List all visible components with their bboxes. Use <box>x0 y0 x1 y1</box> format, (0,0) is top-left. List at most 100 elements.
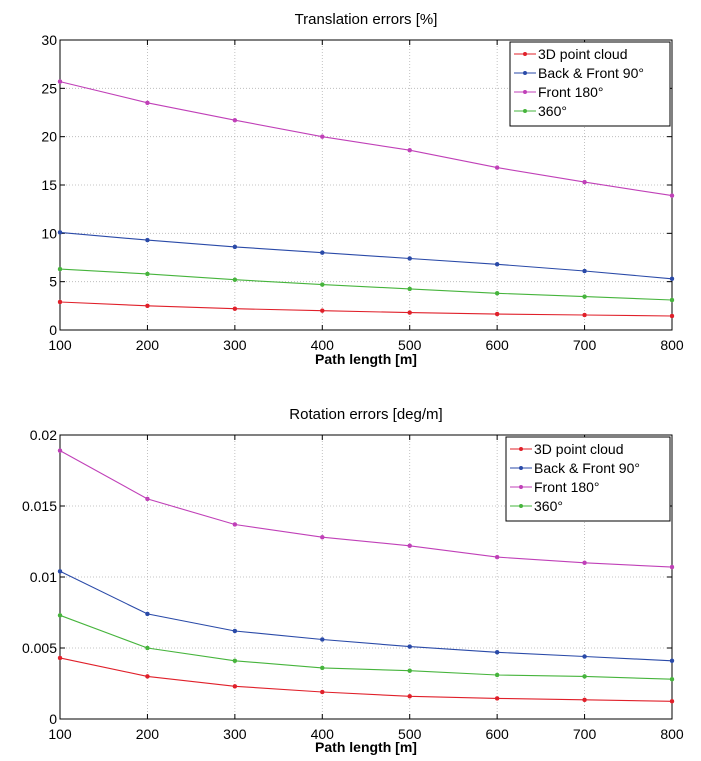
x-tick-label: 300 <box>223 337 247 353</box>
data-point <box>320 282 325 287</box>
series-line <box>59 450 673 568</box>
data-point <box>494 650 500 655</box>
x-axis-label: Path length [m] <box>315 351 417 367</box>
series-3 <box>57 266 675 303</box>
y-tick-label: 25 <box>41 80 57 96</box>
data-point <box>669 276 675 282</box>
data-point <box>320 665 325 671</box>
legend-marker <box>519 447 523 451</box>
data-point <box>407 310 412 315</box>
data-point <box>320 689 325 695</box>
data-point <box>232 522 238 527</box>
series-2 <box>57 79 675 198</box>
series-line <box>59 657 673 702</box>
data-point <box>407 668 412 673</box>
data-point <box>494 291 500 296</box>
x-tick-label: 600 <box>485 337 509 353</box>
legend: 3D point cloud Back & Front 90° Front 180°… <box>509 41 671 127</box>
data-point <box>145 237 150 243</box>
data-point <box>582 268 587 274</box>
data-point <box>494 311 500 317</box>
data-point <box>232 684 238 689</box>
x-tick-label: 500 <box>398 726 422 742</box>
x-tick-label: 200 <box>136 337 160 353</box>
data-point <box>407 256 412 261</box>
data-point <box>232 628 238 634</box>
y-tick-label: 0.02 <box>30 427 57 443</box>
x-tick-label: 400 <box>311 337 335 353</box>
data-point <box>582 560 587 566</box>
series-line <box>59 570 673 662</box>
x-tick-label: 600 <box>485 726 509 742</box>
x-tick-label: 400 <box>311 726 335 742</box>
data-point <box>57 613 63 618</box>
data-point <box>582 179 587 185</box>
data-point <box>57 569 63 574</box>
x-tick-label: 700 <box>573 337 597 353</box>
legend-label: 3D point cloud <box>538 46 628 62</box>
data-point <box>145 100 150 106</box>
data-point <box>494 672 500 678</box>
series-line <box>59 301 673 317</box>
data-point <box>407 286 412 292</box>
data-point <box>669 313 675 319</box>
data-point <box>232 658 238 664</box>
data-point <box>669 699 675 704</box>
x-tick-label: 500 <box>398 337 422 353</box>
y-tick-label: 0 <box>49 711 57 727</box>
series-line <box>59 268 673 301</box>
y-tick-label: 0.01 <box>30 569 57 585</box>
data-point <box>669 658 675 664</box>
chart-title: Rotation errors [deg/m] <box>289 406 442 423</box>
legend-marker <box>523 52 527 56</box>
y-tick-label: 5 <box>49 274 57 290</box>
legend-label: Front 180° <box>538 84 604 100</box>
legend-label: 360° <box>538 103 567 119</box>
series-line <box>59 614 673 680</box>
data-point <box>669 297 675 303</box>
y-tick-label: 0 <box>49 322 57 338</box>
legend-box <box>509 41 671 127</box>
data-point <box>407 644 412 649</box>
x-tick-label: 200 <box>136 726 160 742</box>
series-0 <box>57 655 675 704</box>
data-point <box>145 645 150 651</box>
series-3 <box>57 613 675 682</box>
x-tick-label: 100 <box>48 726 72 742</box>
data-point <box>57 79 63 84</box>
data-point <box>494 262 500 267</box>
chart-title: Translation errors [%] <box>295 11 438 28</box>
x-tick-label: 700 <box>573 726 597 742</box>
x-axis-label: Path length [m] <box>315 739 417 755</box>
legend-marker <box>523 71 527 75</box>
legend-marker <box>519 485 523 489</box>
chart-1: 100 200 300 400 500 600 700 800 0 0.005 0.01 0.015 0… <box>22 406 684 755</box>
legend-label: 360° <box>534 498 563 514</box>
data-point <box>320 250 325 255</box>
legend-marker <box>523 109 527 113</box>
y-tick-label: 0.015 <box>22 498 57 514</box>
series-2 <box>57 448 675 570</box>
data-point <box>320 637 325 642</box>
series-line <box>59 81 673 197</box>
legend-label: Front 180° <box>534 479 600 495</box>
data-point <box>232 277 238 282</box>
series-0 <box>57 299 675 319</box>
data-point <box>145 271 150 277</box>
y-tick-label: 30 <box>41 32 57 48</box>
y-tick-label: 15 <box>41 177 57 193</box>
y-tick-label: 10 <box>41 225 57 241</box>
data-point <box>232 306 238 311</box>
data-point <box>494 165 500 170</box>
data-point <box>494 554 500 560</box>
legend-label: Back & Front 90° <box>534 460 640 476</box>
series-1 <box>57 230 675 282</box>
x-tick-label: 100 <box>48 337 72 353</box>
data-point <box>320 534 325 540</box>
data-point <box>232 117 238 123</box>
series-line <box>59 231 673 280</box>
series-1 <box>57 569 675 664</box>
chart-0: 100 200 300 400 500 600 700 800 0 5 10 15 20 25 30 Tran… <box>41 11 683 367</box>
data-point <box>494 696 500 701</box>
